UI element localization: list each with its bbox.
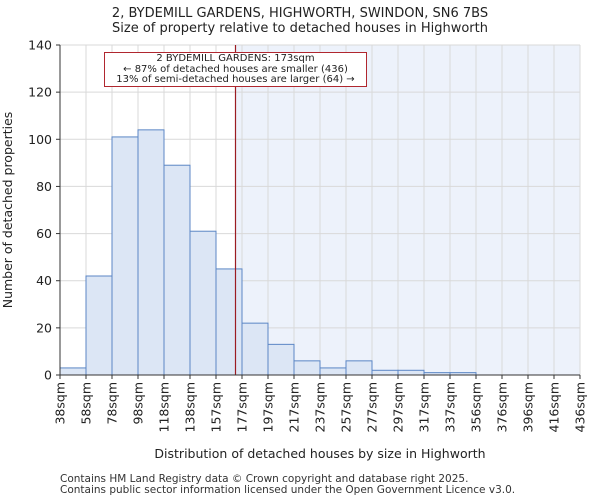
footer-line-1: Contains HM Land Registry data © Crown c…	[60, 473, 469, 485]
y-tick-label: 120	[28, 85, 52, 100]
x-tick-label: 356sqm	[469, 382, 484, 432]
bar-118sqm	[163, 164, 191, 376]
x-tick-label: 78sqm	[105, 382, 120, 425]
x-tick-label: 297sqm	[391, 382, 406, 432]
x-tick-label: 98sqm	[131, 382, 146, 425]
bars	[59, 129, 477, 376]
bar-58sqm	[85, 275, 113, 376]
bar-217sqm	[293, 360, 321, 376]
bar-98sqm	[137, 129, 165, 376]
bar-257sqm	[345, 360, 373, 376]
highlight-region-rect	[235, 45, 580, 375]
y-tick-label: 20	[36, 320, 52, 335]
bar-237sqm	[319, 367, 347, 376]
y-axis-label: Number of detached properties	[0, 112, 15, 309]
x-tick-labels: 38sqm 58sqm 78sqm 98sqm 118sqm 138sqm 157sqm 17…	[53, 375, 588, 432]
annotation-box: 2 BYDEMILL GARDENS: 173sqm ← 87% of deta…	[104, 52, 367, 87]
bar-78sqm	[111, 136, 139, 376]
y-tick-label: 140	[28, 38, 52, 53]
y-tick-label: 0	[44, 368, 52, 383]
y-tick-labels: 0 20 40 60 80 100 120 140	[28, 38, 60, 383]
footer-line-2: Contains public sector information licen…	[60, 484, 516, 496]
x-tick-label: 177sqm	[235, 382, 250, 432]
x-tick-label: 197sqm	[261, 382, 276, 432]
bar-297sqm	[397, 369, 425, 376]
x-axis-label: Distribution of detached houses by size …	[154, 446, 485, 461]
x-tick-label: 337sqm	[443, 382, 458, 432]
annotation-line-1: 2 BYDEMILL GARDENS: 173sqm	[156, 53, 315, 64]
x-tick-label: 58sqm	[79, 382, 94, 425]
x-tick-label: 257sqm	[339, 382, 354, 432]
x-tick-label: 138sqm	[183, 382, 198, 432]
x-tick-label: 38sqm	[53, 382, 68, 425]
bar-138sqm	[189, 230, 217, 376]
x-tick-label: 317sqm	[417, 382, 432, 432]
x-tick-label: 416sqm	[547, 382, 562, 432]
bar-177sqm	[241, 322, 269, 376]
bar-197sqm	[267, 343, 295, 376]
annotation-line-2: ← 87% of detached houses are smaller (43…	[123, 63, 348, 75]
y-tick-label: 40	[36, 273, 52, 288]
y-tick-label: 100	[28, 132, 52, 147]
x-tick-label: 217sqm	[287, 382, 302, 432]
y-tick-label: 80	[36, 179, 52, 194]
chart-title-line2: Size of property relative to detached ho…	[112, 21, 488, 36]
x-tick-label: 157sqm	[209, 382, 224, 432]
bar-38sqm	[59, 367, 87, 376]
x-tick-label: 277sqm	[365, 382, 380, 432]
x-tick-label: 376sqm	[495, 382, 510, 432]
annotation-line-3: 13% of semi-detached houses are larger (…	[116, 74, 355, 85]
bar-277sqm	[371, 369, 399, 376]
bar-157sqm	[215, 268, 243, 376]
x-tick-label: 118sqm	[157, 382, 172, 432]
x-tick-label: 237sqm	[313, 382, 328, 432]
x-tick-label: 436sqm	[573, 382, 588, 432]
chart-title-line1: 2, BYDEMILL GARDENS, HIGHWORTH, SWINDON,…	[112, 6, 488, 21]
y-tick-label: 60	[36, 226, 52, 241]
highlight-region	[235, 45, 580, 375]
x-tick-label: 396sqm	[521, 382, 536, 432]
